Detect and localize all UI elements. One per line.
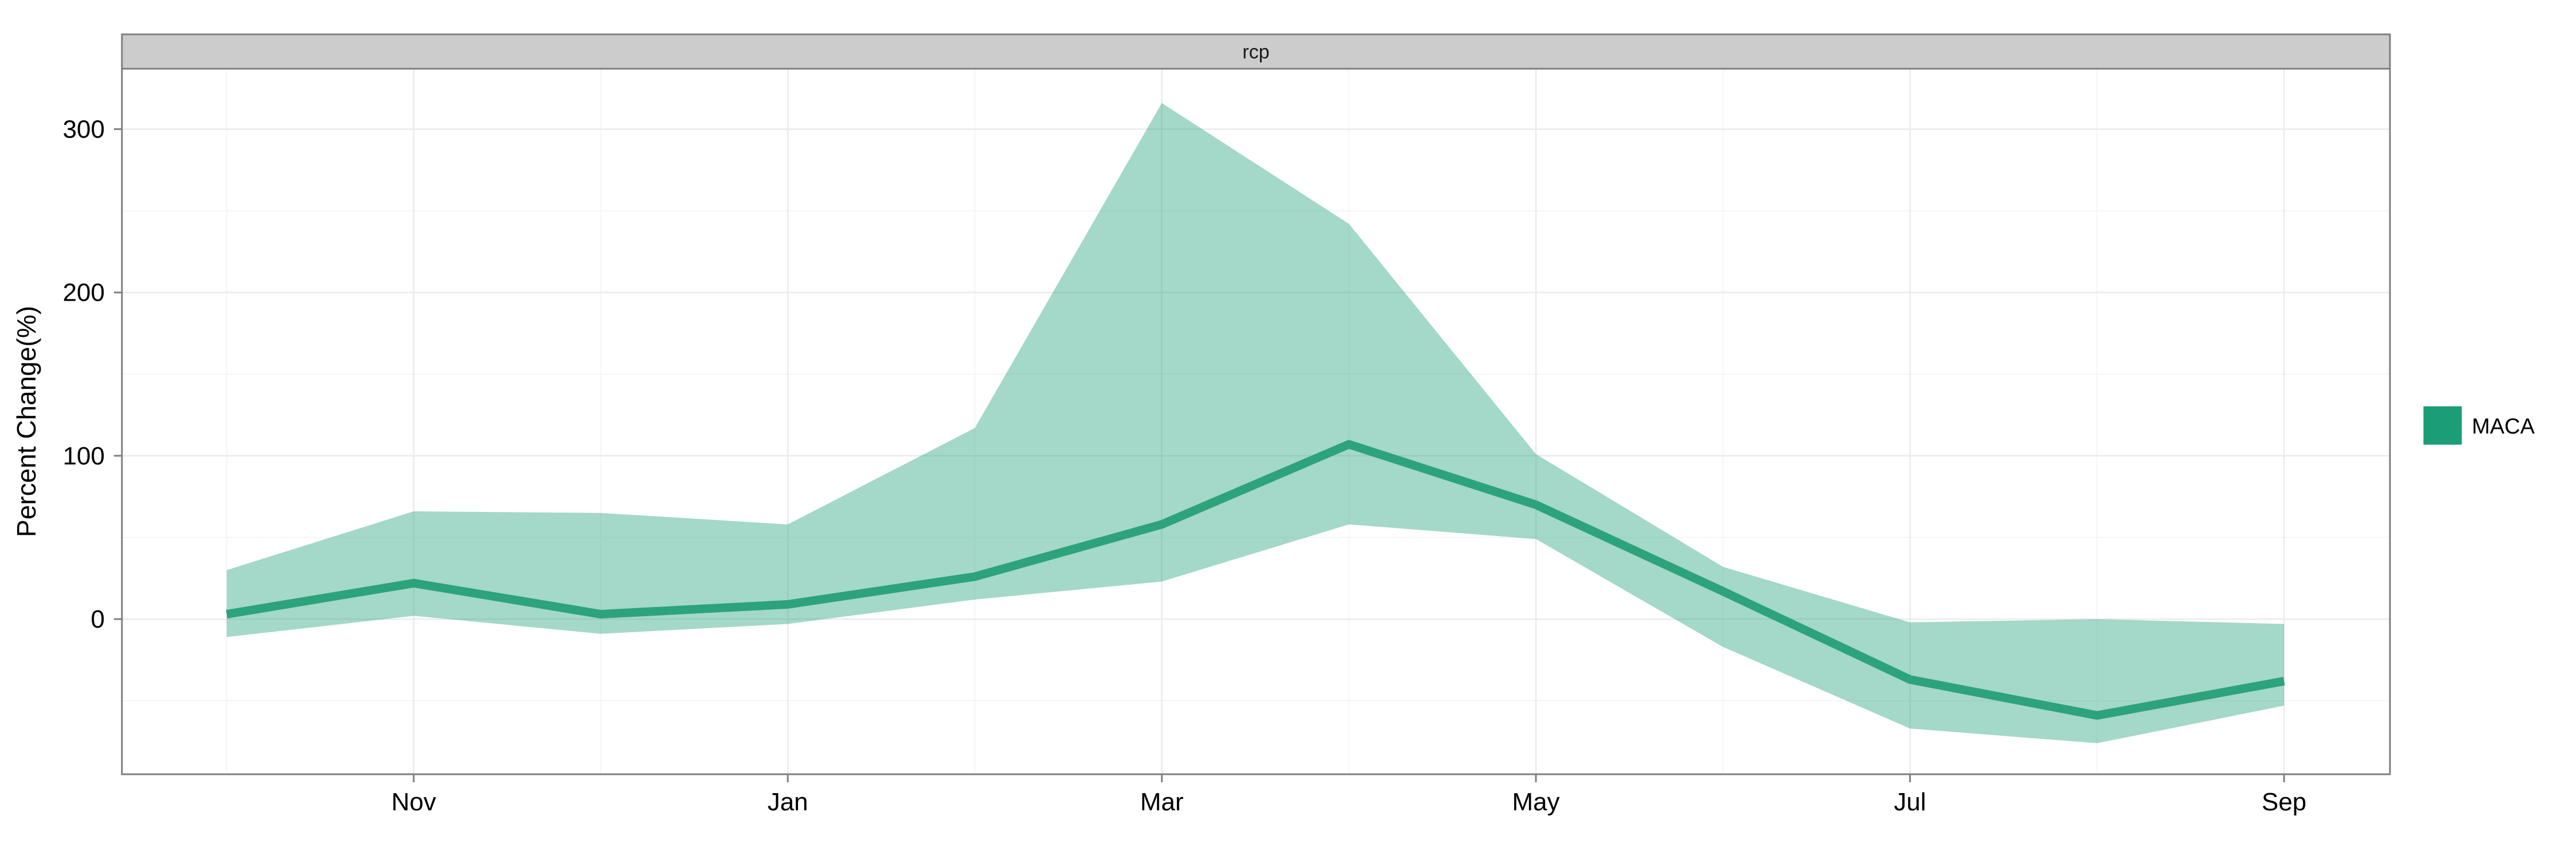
y-tick-label: 100	[63, 442, 105, 470]
y-tick-label: 300	[63, 116, 105, 144]
legend-label-maca: MACA	[2472, 415, 2535, 439]
major-gridlines	[122, 69, 2390, 774]
facet-strip	[121, 33, 2391, 70]
minor-gridlines	[122, 69, 2390, 774]
facet-strip-label: rcp	[1242, 41, 1269, 63]
x-axis: Nov Jan Mar May Jul Sep	[392, 774, 2306, 816]
y-axis: 0 100 200 300	[63, 116, 122, 633]
y-axis-title: Percent Change(%)	[11, 306, 41, 537]
series-maca-range-band	[227, 103, 2284, 743]
plot-panel	[122, 69, 2390, 774]
x-tick-label: Jul	[1894, 788, 1926, 816]
x-tick-label: Jan	[768, 788, 808, 816]
y-tick-label: 200	[63, 279, 105, 307]
x-tick-label: Mar	[1140, 788, 1184, 816]
x-tick-label: May	[1512, 788, 1560, 816]
series-maca-line	[226, 440, 2285, 720]
legend-key-maca	[2421, 404, 2464, 447]
legend: MACA	[2421, 404, 2535, 447]
x-tick-label: Sep	[2262, 788, 2306, 816]
x-tick-label: Nov	[392, 788, 436, 816]
y-tick-label: 0	[91, 605, 105, 633]
